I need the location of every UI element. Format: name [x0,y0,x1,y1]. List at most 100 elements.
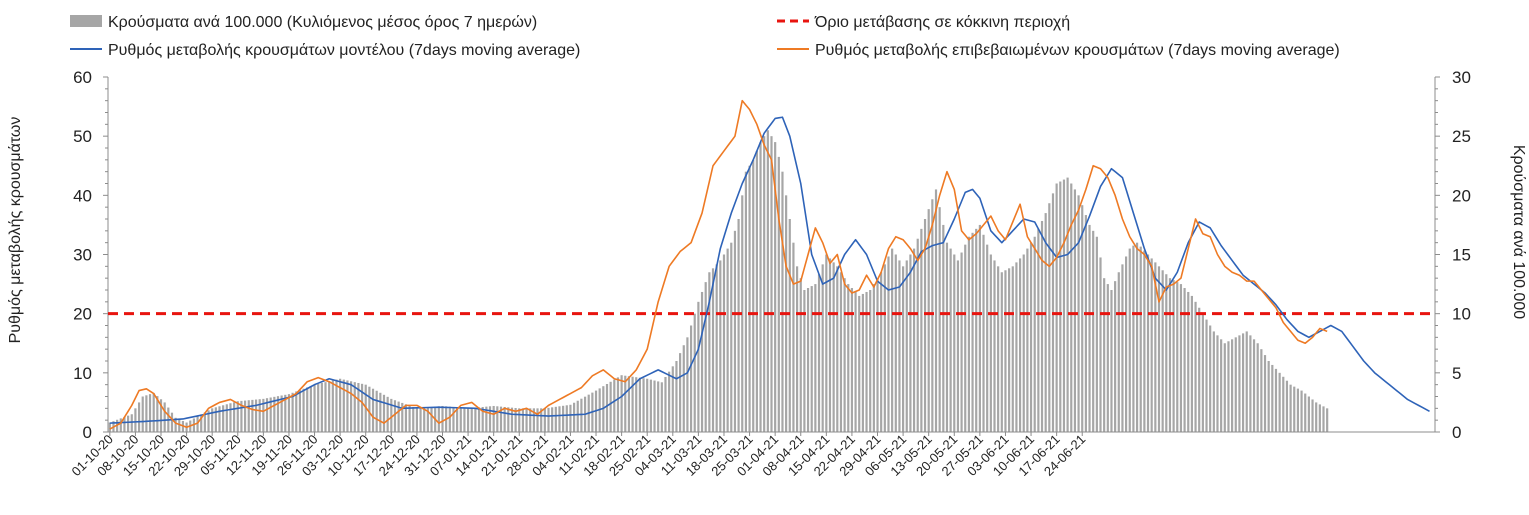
y-left-tick-label: 60 [73,68,92,87]
bar-cases [682,345,685,432]
bar-cases [1187,291,1190,432]
bar-cases [137,402,141,432]
bar-cases [1293,386,1296,432]
bar-cases [496,406,499,432]
bar-cases [927,209,930,432]
bar-cases [1146,254,1150,432]
bar-cases [1190,295,1193,432]
bar-cases [580,398,583,432]
bar-cases [499,406,503,432]
bar-cases [1081,205,1084,432]
bar-cases [825,254,828,432]
bar-cases [295,391,298,432]
bar-cases [759,142,762,432]
legend-swatch-cases [70,15,102,27]
bar-cases [803,290,806,432]
bar-cases [339,378,342,432]
bar-cases [225,404,228,432]
bar-cases [127,415,130,432]
y-left-tick-label: 50 [73,127,92,146]
bar-cases [485,406,488,432]
bar-cases [942,224,945,432]
bar-cases [1322,406,1325,432]
bar-cases [1278,372,1281,432]
bar-cases [1260,349,1263,432]
bar-cases [258,399,261,432]
bar-cases [148,394,152,432]
bar-cases [858,295,861,432]
bar-cases [810,286,813,432]
bar-cases [1121,264,1124,432]
bar-cases [368,386,371,432]
y-right-tick-label: 5 [1452,364,1461,383]
bar-cases [920,228,923,432]
y-right-tick-label: 30 [1452,68,1471,87]
bar-cases [507,407,510,432]
bar-cases [1205,319,1208,432]
bar-cases [795,266,799,432]
bar-cases [675,361,678,432]
bar-cases [1150,258,1153,432]
bar-cases [532,408,535,432]
bar-cases [203,412,206,432]
y-right-tick-label: 10 [1452,305,1471,324]
bar-cases [324,382,327,432]
bar-cases [452,406,455,432]
bar-cases [218,406,221,432]
bar-cases [529,408,532,432]
bar-cases [456,407,459,432]
bar-cases [247,400,250,432]
bar-cases [1029,242,1033,432]
bar-cases [638,377,641,432]
bar-cases [375,390,378,432]
bar-cases [1143,250,1146,432]
bar-cases [605,383,609,432]
legend-label-confirmed: Ρυθμός μεταβολής επιβεβαιωμένων κρουσμάτ… [815,42,1340,59]
bar-cases [1161,270,1164,432]
bar-cases [287,394,291,432]
legend: Κρούσματα ανά 100.000 (Κυλιόμενος μέσος … [70,14,1340,59]
y-axis-left-title: Ρυθμός μεταβολής κρουσμάτων [7,117,24,344]
bar-cases [152,392,155,432]
bar-cases [1004,270,1007,432]
bar-cases [755,150,758,432]
bar-cases [1154,262,1157,432]
bar-cases [1315,402,1318,432]
bar-cases [222,405,225,432]
bar-cases [196,416,199,432]
bar-cases [415,408,418,432]
bar-cases [960,252,963,432]
bar-cases [1220,339,1223,432]
bar-cases [463,408,466,432]
bar-cases [284,394,287,432]
bar-cases [273,396,276,432]
bar-cases [752,159,755,432]
bar-cases [156,396,159,432]
bar-cases [430,406,433,432]
bar-cases [280,395,283,432]
bar-cases [233,402,236,432]
bar-cases [956,260,960,432]
bar-cases [1282,376,1285,432]
bar-cases [207,410,210,432]
bar-cases [331,380,334,432]
bar-cases [123,417,126,432]
bar-cases [141,396,144,432]
bar-cases [953,254,956,432]
bar-cases [774,142,777,432]
bar-cases [887,256,890,432]
bar-cases [671,366,674,432]
bar-cases [642,378,645,432]
bar-cases [938,207,941,432]
bar-cases [214,407,217,432]
bar-cases [620,375,623,432]
bar-cases [971,232,974,432]
bar-cases [1132,245,1135,433]
bar-cases [770,136,773,433]
bar-cases [668,371,671,432]
bar-cases [1026,248,1029,432]
bar-cases [902,266,905,432]
bar-cases [554,406,557,432]
bar-cases [814,284,817,432]
bar-cases [1084,215,1087,432]
